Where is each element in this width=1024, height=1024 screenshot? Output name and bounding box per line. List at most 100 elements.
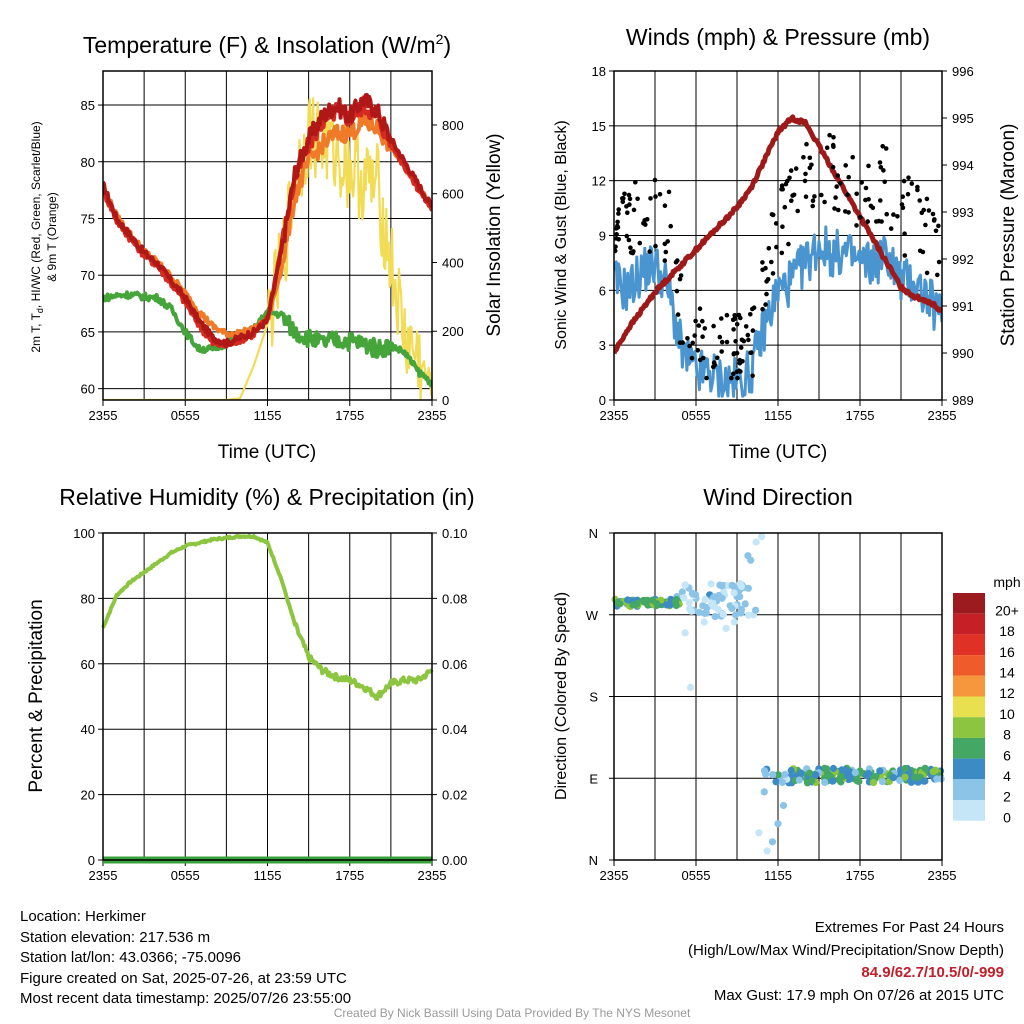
direction-point [829, 777, 837, 785]
direction-point [752, 606, 760, 614]
wind2-ytick-label: 989 [952, 393, 974, 408]
gust-point [717, 334, 723, 340]
legend-swatch [953, 613, 985, 635]
direction-point [624, 596, 632, 604]
legend-swatch [953, 800, 985, 821]
gust-point [926, 208, 932, 213]
temp2-ytick-label: 200 [442, 324, 464, 339]
gust-point [633, 180, 638, 185]
wind-ytick-label: 9 [599, 229, 606, 244]
gust-point [769, 259, 774, 265]
gust-point [719, 339, 725, 345]
legend-label: 18 [999, 623, 1015, 639]
temp-ytick-label: 85 [81, 98, 95, 113]
gust-point [635, 196, 640, 202]
extremes-info: Extremes For Past 24 Hours (High/Low/Max… [688, 917, 1004, 1007]
speed-legend: 20+ 18 16 14 12 10 8 6 4 2 0 [953, 593, 1019, 825]
rh-xtick-label: 1755 [335, 868, 364, 883]
direction-point [643, 596, 651, 604]
direction-point [878, 778, 887, 786]
dir-xtick-label: 1155 [764, 868, 792, 883]
direction-point [736, 580, 744, 588]
direction-point [691, 591, 700, 599]
gust-point [803, 171, 808, 177]
gust-point [647, 249, 652, 254]
gust-point [668, 223, 673, 229]
gust-point [760, 260, 765, 265]
gust-point [774, 244, 779, 250]
dir-ytick-label: W [586, 608, 599, 623]
direction-point [762, 770, 770, 778]
gust-point [833, 195, 838, 200]
direction-point [778, 778, 787, 787]
rh2-ytick-label: 0.04 [442, 722, 467, 737]
gust-point [662, 203, 668, 208]
gust-point [625, 210, 630, 215]
max-gust-text: Max Gust: 17.9 mph On 07/26 at 2015 UTC [713, 986, 1004, 1004]
legend-label: 0 [1003, 809, 1011, 825]
gust-point [836, 207, 841, 213]
gust-point [863, 185, 869, 191]
gust-point [859, 180, 864, 185]
direction-point [741, 600, 749, 608]
rh-xtick-label: 2355 [418, 868, 447, 883]
temperature-y2label: Solar Insolation (Yellow) [484, 133, 505, 336]
rh-ytick-label: 0 [88, 853, 95, 868]
gust-point [822, 199, 827, 205]
legend-swatch [953, 779, 985, 800]
gust-point [854, 223, 859, 228]
gust-point [630, 250, 635, 256]
gust-point [865, 219, 870, 224]
direction-point [864, 769, 873, 778]
gust-point [766, 246, 772, 251]
direction-point [755, 829, 763, 837]
gust-point [746, 337, 751, 343]
gust-point [739, 337, 745, 343]
gust-point [854, 191, 859, 197]
direction-point [869, 779, 878, 787]
direction-point [920, 777, 928, 785]
gust-point [810, 203, 815, 209]
direction-point [701, 595, 709, 604]
gust-point [846, 174, 851, 180]
direction-points [611, 533, 945, 855]
gust-point [666, 189, 672, 195]
winds-ylabel: Sonic Wind & Gust (Blue, Black) [553, 120, 570, 349]
direction-point [737, 605, 746, 614]
gust-points [614, 132, 942, 381]
direction-point [728, 581, 736, 590]
dir-ytick-label: S [589, 690, 598, 705]
gust-point [628, 245, 633, 250]
direction-point [719, 610, 727, 618]
gust-point [783, 181, 789, 187]
direction-point [781, 770, 789, 779]
direction-point [932, 766, 940, 774]
legend-label: 16 [999, 644, 1015, 660]
gust-point [743, 324, 749, 329]
direction-point [680, 594, 688, 602]
gust-point [764, 291, 769, 297]
gust-point [734, 369, 740, 375]
gust-point [933, 228, 939, 234]
gust-point [653, 194, 658, 199]
temperature-panel: Temperature (F) & Insolation (W/m2) Time… [29, 31, 505, 463]
direction-point [835, 776, 843, 784]
created-text: Figure created on Sat, 2025-07-26, at 23… [20, 969, 347, 987]
wind2-ytick-label: 996 [952, 64, 974, 79]
direction-point [760, 788, 768, 796]
direction-point [911, 773, 919, 781]
direction-point [629, 601, 637, 609]
gust-point [719, 349, 724, 354]
direction-point [763, 847, 771, 855]
gust-point [738, 345, 744, 350]
gust-point [931, 218, 937, 223]
direction-point [808, 776, 816, 785]
rh-frame [102, 532, 433, 861]
gust-point [769, 212, 775, 217]
direction-point [758, 533, 766, 541]
direction-point [711, 603, 719, 611]
gust-point [696, 323, 702, 328]
gust-point [626, 237, 632, 243]
direction-point [768, 838, 777, 846]
dir-frame [613, 532, 943, 861]
